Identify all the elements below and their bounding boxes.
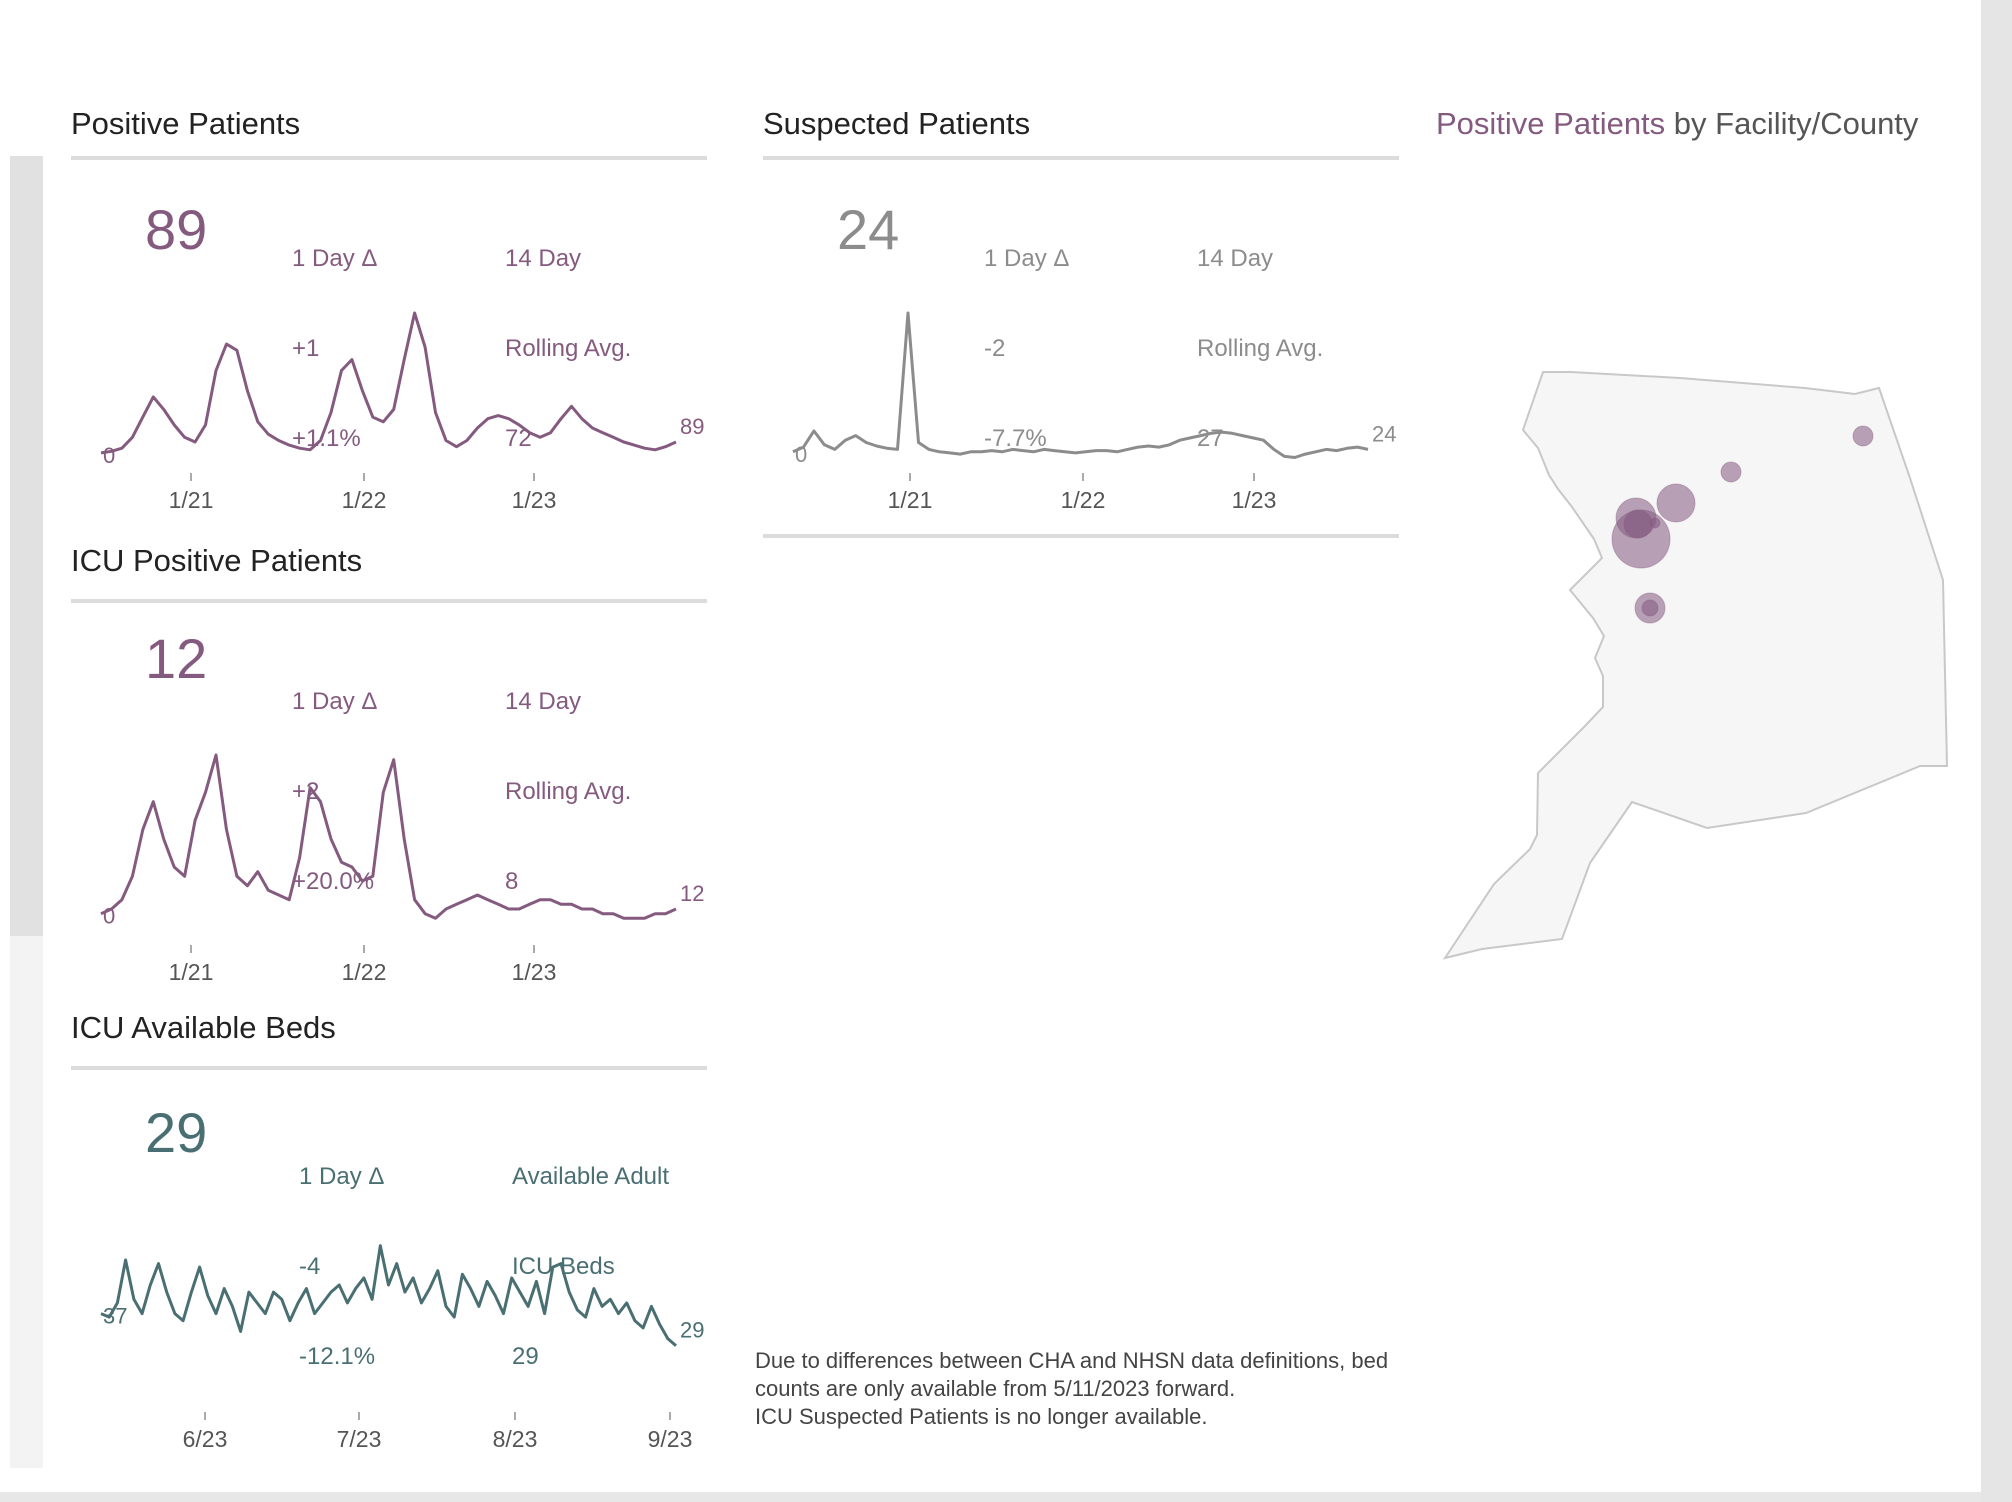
- x-tick-label: 1/21: [169, 959, 214, 985]
- avg-label-line2: Rolling Avg.: [1197, 335, 1324, 362]
- suspected-sparkline: 0 24 1/21 1/22 1/23: [792, 311, 1396, 513]
- current-value: 24: [837, 198, 900, 261]
- panel-title: Positive Patients: [71, 106, 301, 141]
- current-value: 89: [145, 198, 208, 261]
- positive-sparkline: 0 89 1/21 1/22 1/23: [100, 311, 704, 513]
- start-value-label: 0: [103, 904, 115, 929]
- start-value-label: 0: [103, 443, 115, 468]
- avg-label-line1: 14 Day: [1197, 245, 1274, 272]
- series-line: [100, 311, 677, 455]
- icu-positive-panel: ICU Positive Patients 12 1 Day Δ +2 +20.…: [71, 543, 707, 993]
- positive-patients-panel: Positive Patients 89 1 Day Δ +1 +1.1% 14…: [71, 106, 707, 526]
- delta-label: 1 Day Δ: [984, 245, 1070, 272]
- delta-absolute: -2: [984, 335, 1006, 362]
- county-shape: [1442, 371, 1949, 960]
- delta-label: 1 Day Δ: [292, 245, 378, 272]
- rolling-average: 14 Day Rolling Avg. 72: [505, 184, 631, 514]
- x-tick-label: 1/22: [342, 487, 387, 513]
- delta-percent: -7.7%: [984, 425, 1047, 452]
- panel-title: ICU Available Beds: [71, 1010, 336, 1045]
- current-value: 12: [145, 627, 208, 690]
- delta-absolute: +2: [292, 778, 320, 805]
- avg-value: 8: [505, 868, 519, 895]
- beds-value: 29: [512, 1343, 539, 1370]
- icu-beds-sparkline: 37 29 6/23 7/23 8/23 9/23: [100, 1244, 704, 1452]
- x-tick-label: 1/23: [512, 959, 557, 985]
- x-tick-label: 1/23: [1232, 487, 1277, 513]
- avg-label-line2: Rolling Avg.: [505, 335, 632, 362]
- facility-bubble[interactable]: [1720, 461, 1742, 483]
- rolling-average: 14 Day Rolling Avg. 27: [1197, 184, 1323, 514]
- left-scrollbar-thumb[interactable]: [10, 156, 43, 936]
- facility-bubble[interactable]: [1649, 517, 1661, 529]
- map-title-highlight: Positive Patients: [1436, 106, 1666, 141]
- avg-label-line2: Rolling Avg.: [505, 778, 632, 805]
- divider: [71, 599, 707, 603]
- delta-absolute: +1: [292, 335, 320, 362]
- delta-label: 1 Day Δ: [292, 688, 378, 715]
- right-scrollbar-track[interactable]: [1981, 0, 2012, 1502]
- x-tick-label: 8/23: [493, 1426, 538, 1452]
- panel-title: ICU Positive Patients: [71, 543, 363, 578]
- footnote-line: ICU Suspected Patients is no longer avai…: [755, 1404, 1208, 1429]
- x-tick-label: 1/22: [342, 959, 387, 985]
- divider: [71, 1066, 707, 1070]
- bottom-divider: [763, 534, 1399, 538]
- facility-bubble[interactable]: [1641, 599, 1659, 617]
- current-value: 29: [145, 1101, 208, 1164]
- bottom-scrollbar-track[interactable]: [0, 1492, 1981, 1502]
- suspected-patients-panel: Suspected Patients 24 1 Day Δ -2 -7.7% 1…: [763, 106, 1399, 546]
- avg-label-line1: 14 Day: [505, 688, 582, 715]
- map-title: Positive Patients by Facility/County: [1436, 106, 1918, 142]
- x-tick-label: 1/21: [169, 487, 214, 513]
- start-value-label: 0: [795, 442, 807, 467]
- end-value-label: 29: [680, 1318, 704, 1343]
- facility-bubble[interactable]: [1656, 483, 1696, 523]
- x-tick-label: 7/23: [337, 1426, 382, 1452]
- facility-bubble[interactable]: [1852, 425, 1874, 447]
- x-tick-label: 1/22: [1061, 487, 1106, 513]
- icu-positive-sparkline: 0 12 1/21 1/22 1/23: [100, 753, 704, 985]
- footnote-line: counts are only available from 5/11/2023…: [755, 1376, 1236, 1401]
- end-value-label: 24: [1372, 421, 1396, 446]
- beds-label-line1: Available Adult: [512, 1163, 670, 1190]
- facility-bubble[interactable]: [1623, 509, 1653, 539]
- start-value-label: 37: [103, 1304, 127, 1329]
- divider: [763, 156, 1399, 160]
- delta-label: 1 Day Δ: [299, 1163, 385, 1190]
- icu-beds-panel: ICU Available Beds 29 1 Day Δ -4 -12.1% …: [71, 1010, 707, 1480]
- one-day-delta: 1 Day Δ -2 -7.7%: [984, 184, 1069, 514]
- panel-title: Suspected Patients: [763, 106, 1031, 141]
- end-value-label: 89: [680, 414, 704, 439]
- x-tick-label: 6/23: [183, 1426, 228, 1452]
- footnote: Due to differences between CHA and NHSN …: [755, 1347, 1388, 1431]
- facility-bubble[interactable]: [1611, 509, 1671, 569]
- x-tick-label: 1/21: [888, 487, 933, 513]
- facility-bubble[interactable]: [1634, 592, 1666, 624]
- footnote-line: Due to differences between CHA and NHSN …: [755, 1348, 1389, 1373]
- delta-absolute: -4: [299, 1253, 321, 1280]
- one-day-delta: 1 Day Δ -4 -12.1%: [299, 1102, 384, 1432]
- rolling-average: 14 Day Rolling Avg. 8: [505, 627, 631, 957]
- end-value-label: 12: [680, 881, 704, 906]
- avg-label-line1: 14 Day: [505, 245, 582, 272]
- divider: [71, 156, 707, 160]
- map-title-rest: by Facility/County: [1665, 106, 1919, 141]
- series-line: [100, 1244, 677, 1347]
- avg-value: 27: [1197, 425, 1224, 452]
- x-tick-label: 9/23: [648, 1426, 693, 1452]
- series-line: [100, 753, 677, 920]
- delta-percent: -12.1%: [299, 1343, 376, 1370]
- x-tick-label: 1/23: [512, 487, 557, 513]
- series-line: [792, 311, 1369, 459]
- facility-bubble[interactable]: [1615, 497, 1657, 539]
- delta-percent: +20.0%: [292, 868, 375, 895]
- one-day-delta: 1 Day Δ +2 +20.0%: [292, 627, 377, 957]
